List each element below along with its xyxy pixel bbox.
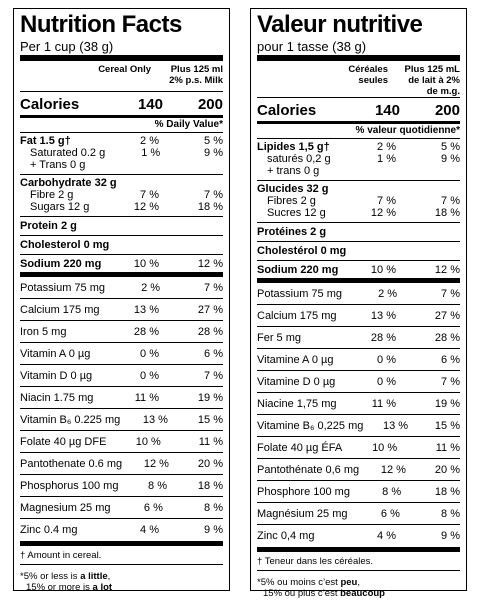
protein-row: Protein 2 g [20,216,223,235]
serving-size: pour 1 tasse (38 g) [257,39,460,61]
column-headers: Cereal Only Plus 125 ml 2% p.s. Milk [20,61,223,91]
col-plus-milk: Plus 125 ml 2% p.s. Milk [169,64,223,86]
panel-title: Nutrition Facts [20,11,182,38]
protein-row: Protéines 2 g [257,222,460,241]
column-headers: Céréales seules Plus 125 mL de lait à 2%… [257,61,460,97]
nutrient-row: Zinc 0.4 mg 4 % 9 % [20,524,223,536]
nutrient-row: Niacin 1.75 mg 11 % 19 % [20,387,223,409]
panel-title: Valeur nutritive [257,11,423,38]
nutrition-facts-panel-en: Nutrition Facts Per 1 cup (38 g) Cereal … [13,8,230,593]
cholesterol-row: Cholesterol 0 mg [20,235,223,254]
footnote-dagger: † Teneur dans les céréales. [257,547,460,570]
footnote-dagger: † Amount in cereal. [20,541,223,564]
nutrient-row: Calcium 175 mg 13 % 27 % [257,305,460,327]
nutrient-row: Folate 40 µg DFE 10 % 11 % [20,431,223,453]
daily-value-header: % valeur quotidienne* [355,125,460,136]
nutrient-row: Pantothénate 0,6 mg 12 % 20 % [257,459,460,481]
nutrient-row: Vitamine B₆ 0,225 mg 13 % 15 % [257,415,460,437]
footnote-dv: *5% ou moins c’est peu, 15% ou plus c’es… [257,570,460,599]
nutrient-row: Zinc 0,4 mg 4 % 9 % [257,530,460,542]
nutrient-row: Vitamin D 0 µg 0 % 7 % [20,365,223,387]
nutrient-row: Magnésium 25 mg 6 % 8 % [257,503,460,525]
nutrient-row: Calcium 175 mg 13 % 27 % [20,299,223,321]
nutrient-row: Vitamine D 0 µg 0 % 7 % [257,371,460,393]
calories-row: Calories 140 200 [257,97,460,124]
nutrient-row: Vitamine A 0 µg 0 % 6 % [257,349,460,371]
nutrient-row: Niacine 1,75 mg 11 % 19 % [257,393,460,415]
cholesterol-row: Cholestérol 0 mg [257,241,460,260]
daily-value-header: % Daily Value* [154,119,223,130]
nutrient-row: Vitamin A 0 µg 0 % 6 % [20,343,223,365]
nutrient-row: Potassium 75 mg 2 % 7 % [20,277,223,299]
sodium-row: Sodium 220 mg 10 % 12 % [257,260,460,283]
vitamins-minerals-list: Potassium 75 mg 2 % 7 % Calcium 175 mg 13 %… [257,283,460,547]
nutrient-row: Folate 40 µg ÉFA 10 % 11 % [257,437,460,459]
nutrient-row: Potassium 75 mg 2 % 7 % [257,283,460,305]
nutrient-row: Iron 5 mg 28 % 28 % [20,321,223,343]
col-plus-milk: Plus 125 mL de lait à 2% de m.g. [404,64,460,97]
nutrient-row: Magnesium 25 mg 6 % 8 % [20,497,223,519]
footnote-dv: *5% or less is a little, 15% or more is … [20,564,223,593]
nutrient-row: Phosphore 100 mg 8 % 18 % [257,481,460,503]
nutrient-row: Pantothenate 0.6 mg 12 % 20 % [20,453,223,475]
nutrient-row: Phosphorus 100 mg 8 % 18 % [20,475,223,497]
vitamins-minerals-list: Potassium 75 mg 2 % 7 % Calcium 175 mg 13 %… [20,277,223,541]
calories-row: Calories 140 200 [20,91,223,118]
nutrient-row: Vitamin B₆ 0.225 mg 13 % 15 % [20,409,223,431]
col-cereal-only: Cereal Only [98,64,151,75]
serving-size: Per 1 cup (38 g) [20,39,223,61]
col-cereal-only: Céréales seules [348,64,388,86]
nutrient-row: Fer 5 mg 28 % 28 % [257,327,460,349]
sodium-row: Sodium 220 mg 10 % 12 % [20,254,223,277]
nutrition-facts-panel-fr: Valeur nutritive pour 1 tasse (38 g) Cér… [250,8,467,599]
